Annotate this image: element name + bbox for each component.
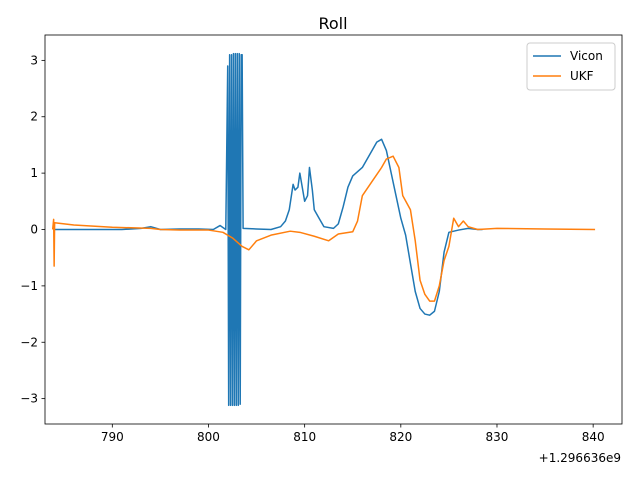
y-axis: −3 −2 −1 0 1 2 3	[20, 53, 45, 406]
series-line-ukf	[51, 155, 596, 302]
y-tick-label: −3	[20, 392, 38, 406]
x-tick-label: 830	[486, 430, 509, 444]
x-axis: 790 800 810 820 830 840	[101, 424, 605, 444]
legend: Vicon UKF	[526, 42, 616, 91]
x-tick-label: 800	[197, 430, 220, 444]
plot-layer	[51, 52, 596, 407]
x-axis-offset-label: +1.296636e9	[539, 451, 621, 465]
series-line-vicon	[54, 52, 483, 407]
x-tick-label: 820	[389, 430, 412, 444]
y-tick-label: 3	[30, 53, 38, 67]
legend-label-vicon: Vicon	[570, 49, 603, 63]
y-tick-label: 1	[30, 166, 38, 180]
y-tick-label: −1	[20, 279, 38, 293]
x-tick-label: 840	[582, 430, 605, 444]
x-tick-label: 790	[101, 430, 124, 444]
legend-label-ukf: UKF	[570, 69, 594, 83]
y-tick-label: 0	[30, 223, 38, 237]
y-tick-label: 2	[30, 110, 38, 124]
y-tick-label: −2	[20, 335, 38, 349]
chart-title: Roll	[318, 14, 347, 33]
legend-box	[526, 42, 616, 91]
x-tick-label: 810	[293, 430, 316, 444]
